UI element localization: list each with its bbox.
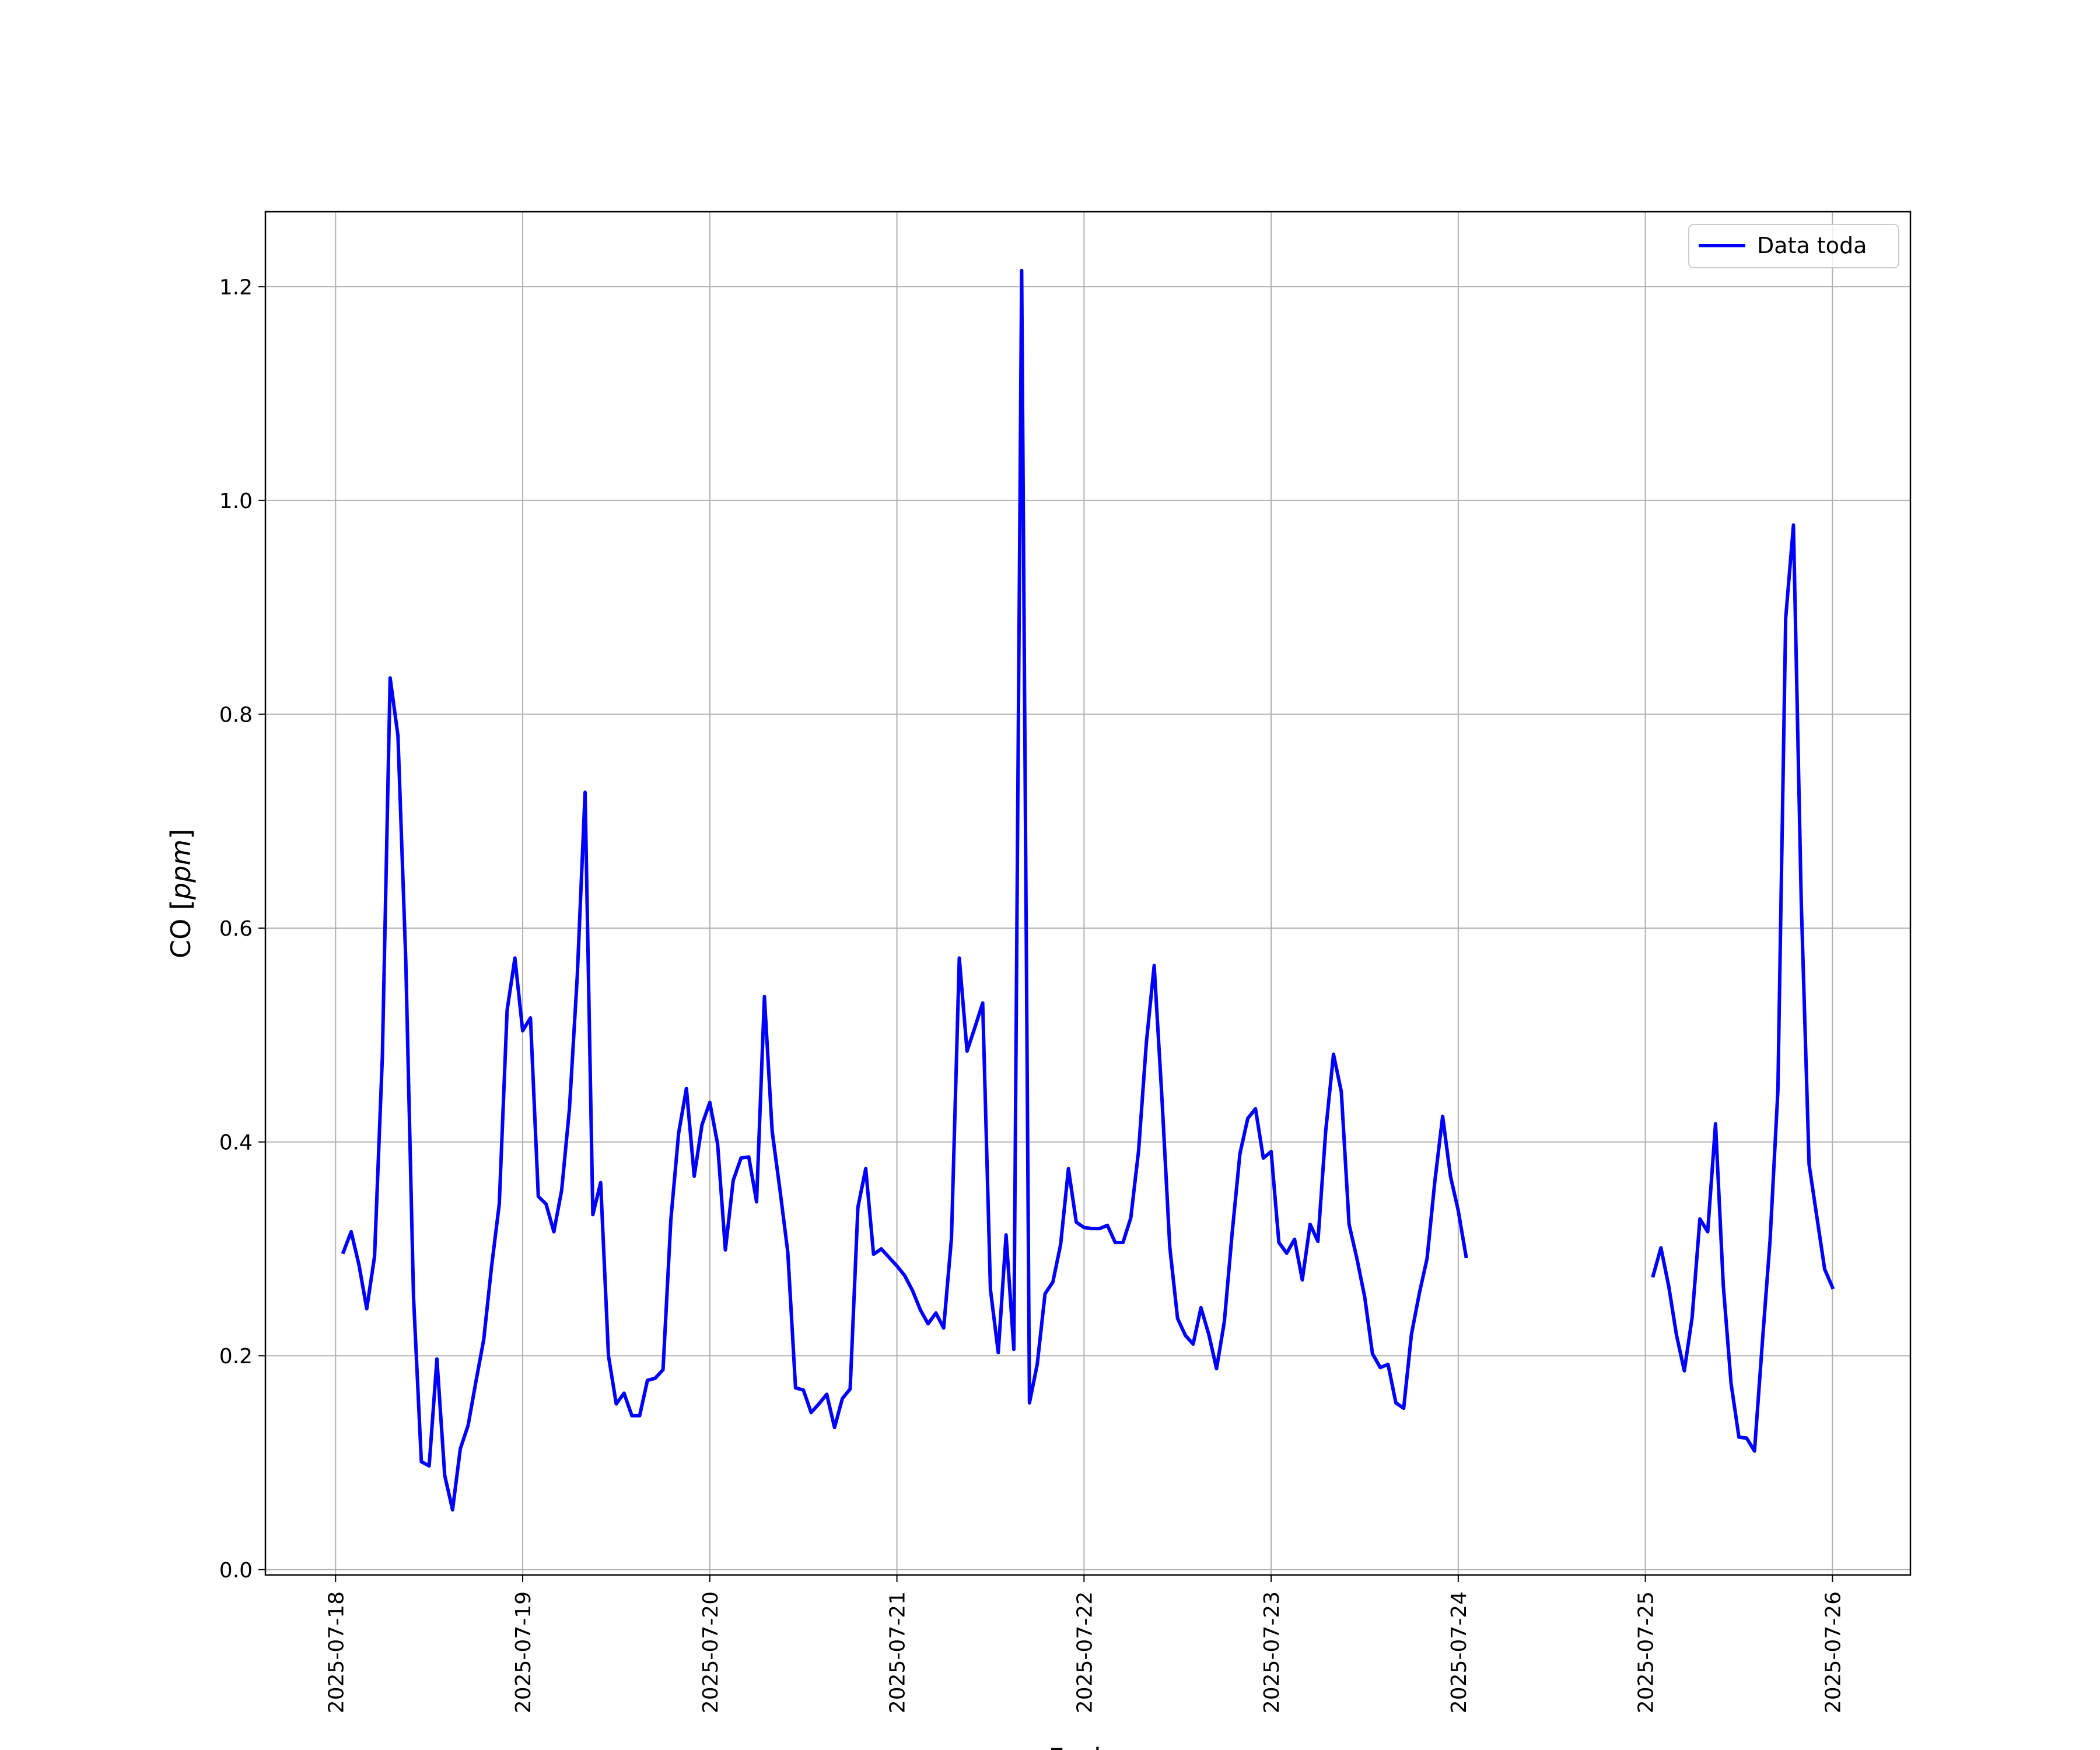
y-axis-label-unit: ppm [165, 839, 197, 900]
series-data-toda [341, 268, 1835, 1512]
y-axis-label: CO [ppm] [165, 829, 197, 958]
x-tick-label: 2025-07-19 [512, 1591, 536, 1713]
y-tick-label: 0.0 [219, 1559, 253, 1583]
grid [265, 212, 1910, 1575]
x-axis-label: Fecha [1049, 1742, 1128, 1750]
series-line-segment [341, 268, 1468, 1512]
plot-area [265, 212, 1910, 1575]
tick-marks [258, 286, 1833, 1582]
y-axis-label-main: CO [ [165, 900, 197, 958]
x-tick-label: 2025-07-18 [324, 1591, 348, 1713]
x-tick-label: 2025-07-20 [699, 1591, 723, 1713]
legend-box [1688, 224, 1899, 268]
x-tick-labels: 2025-07-18 2025-07-19 2025-07-20 2025-07-21… [324, 1591, 1845, 1713]
x-tick-label: 2025-07-26 [1821, 1591, 1845, 1713]
x-tick-label: 2025-07-21 [886, 1591, 910, 1713]
x-tick-label: 2025-07-23 [1260, 1591, 1284, 1713]
legend-label-data-toda: Data toda [1757, 233, 1867, 258]
y-tick-label: 0.6 [219, 917, 253, 941]
y-tick-labels: 0.0 0.2 0.4 0.6 0.8 1.0 1.2 [219, 275, 253, 1583]
series-layer [341, 268, 1835, 1512]
y-tick-label: 0.4 [219, 1131, 253, 1155]
x-tick-label: 2025-07-22 [1073, 1591, 1097, 1713]
plot-frame [264, 211, 1912, 1576]
series-line-segment [1651, 523, 1835, 1453]
x-tick-label: 2025-07-24 [1447, 1591, 1471, 1713]
x-tick-label: 2025-07-25 [1634, 1591, 1658, 1713]
y-tick-label: 0.2 [219, 1345, 253, 1368]
y-tick-label: 0.8 [219, 703, 253, 727]
legend: Data toda [1688, 224, 1899, 268]
y-tick-label: 1.2 [219, 275, 253, 299]
y-axis-label-close: ] [165, 829, 197, 839]
y-tick-label: 1.0 [219, 489, 253, 513]
